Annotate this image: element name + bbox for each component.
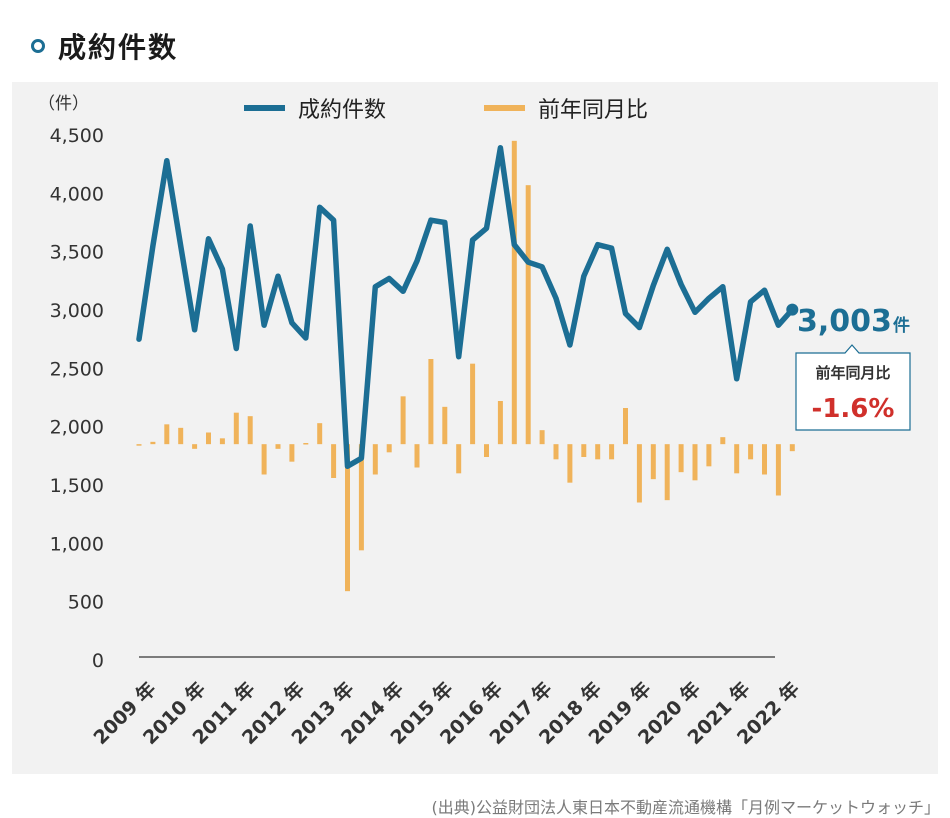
bar — [636, 444, 642, 503]
bar — [511, 140, 517, 445]
bar — [789, 444, 795, 452]
bar — [650, 444, 656, 480]
bar — [706, 444, 712, 467]
chart-title: 成約件数 — [58, 31, 179, 64]
y-axis-unit: （件） — [38, 94, 89, 114]
legend: 成約件数 前年同月比 — [244, 98, 648, 123]
legend-bar-label: 前年同月比 — [538, 98, 648, 123]
bar — [692, 444, 698, 481]
source-note: (出典)公益財団法人東日本不動産流通機構「月例マーケットウォッチ」 — [431, 798, 941, 817]
bar — [595, 444, 601, 460]
bar — [372, 444, 378, 475]
bar — [581, 444, 587, 457]
bar — [414, 444, 420, 468]
bar — [150, 441, 156, 445]
bar-series — [136, 140, 795, 592]
bar — [664, 444, 670, 501]
y-tick-label: 3,000 — [50, 300, 104, 322]
line-point — [786, 303, 799, 316]
bar — [539, 430, 545, 445]
header: 成約件数 — [0, 0, 950, 82]
y-tick-label: 4,500 — [50, 125, 104, 147]
y-tick-label: 4,000 — [50, 183, 104, 205]
bar — [192, 444, 198, 449]
last-value-unit: 件 — [893, 315, 910, 336]
bar — [247, 416, 253, 445]
bar — [762, 444, 767, 475]
bar — [345, 444, 350, 592]
y-tick-label: 2,500 — [50, 358, 104, 380]
bar — [442, 406, 448, 445]
title-bullet-icon — [31, 39, 45, 53]
bar — [206, 432, 211, 445]
bar — [678, 444, 684, 473]
bar — [386, 444, 392, 453]
bar — [553, 444, 559, 460]
bar — [470, 363, 476, 445]
bar — [609, 444, 615, 460]
bar — [275, 444, 281, 449]
bar — [178, 427, 184, 445]
y-tick-label: 1,500 — [50, 475, 104, 497]
bar — [233, 412, 239, 445]
y-tick-label: 1,000 — [50, 533, 104, 555]
bar — [400, 396, 406, 445]
yoy-callout-label: 前年同月比 — [815, 364, 890, 382]
bar — [734, 444, 740, 474]
bar — [219, 438, 225, 445]
legend-line-label: 成約件数 — [298, 98, 386, 123]
bar — [567, 444, 573, 483]
bar — [525, 185, 531, 445]
bar — [720, 437, 726, 445]
bar — [428, 359, 434, 445]
bar — [775, 444, 781, 496]
bar — [456, 444, 462, 474]
bar — [748, 444, 754, 460]
line-series — [136, 145, 799, 470]
bar — [136, 444, 142, 446]
bar — [303, 443, 309, 445]
bar — [358, 444, 364, 551]
yoy-callout-box — [795, 344, 911, 431]
y-tick-label: 3,500 — [50, 242, 104, 264]
bar — [261, 444, 267, 475]
yoy-callout-value: -1.6% — [812, 394, 895, 424]
bar — [317, 423, 323, 445]
y-tick-label: 2,000 — [50, 417, 104, 439]
last-value-annotation: 3,003 件 前年同月比 -1.6% — [795, 304, 911, 431]
y-tick-label: 0 — [92, 650, 104, 672]
last-value-number: 3,003 — [797, 304, 892, 339]
bar — [484, 444, 489, 457]
bar — [164, 424, 170, 445]
bar — [331, 444, 337, 478]
bar — [289, 444, 295, 462]
bar — [623, 408, 628, 445]
y-axis: 4,500 4,000 3,500 3,000 2,500 2,000 1,500 1,000… — [50, 125, 104, 672]
bar — [497, 401, 503, 445]
series-line — [136, 145, 796, 470]
y-tick-label: 500 — [68, 592, 104, 614]
